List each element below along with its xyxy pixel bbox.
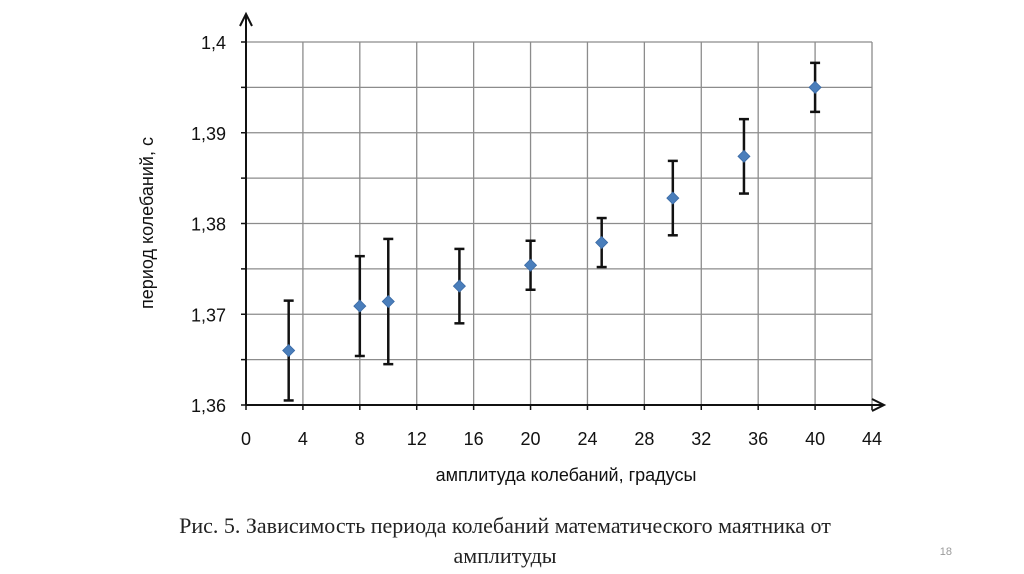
y-tick-label: 1,37 [191, 305, 226, 325]
data-point [353, 299, 367, 313]
y-axis-title: период колебаний, с [137, 137, 157, 309]
y-tick-label: 1,4 [201, 33, 226, 53]
slide-number: 18 [939, 546, 952, 558]
x-tick-label: 0 [241, 429, 251, 449]
figure-caption-line-2: амплитуды [453, 543, 557, 568]
tick-labels: 1,36 1,37 1,38 1,39 1,4 0 4 8 12 16 20 24 28 32 36 40 44 [191, 33, 882, 449]
data-point [737, 149, 751, 163]
y-axis-arrow [239, 11, 253, 27]
x-tick-label: 24 [577, 429, 597, 449]
x-tick-label: 8 [355, 429, 365, 449]
grid [246, 41, 873, 405]
x-tick-label: 36 [748, 429, 768, 449]
y-tick-label: 1,36 [191, 396, 226, 416]
data-point [666, 191, 680, 205]
data-point [452, 279, 466, 293]
data-points [282, 80, 822, 358]
data-point [595, 235, 609, 250]
x-tick-label: 20 [521, 429, 541, 449]
x-tick-label: 32 [691, 429, 711, 449]
x-tick-label: 40 [805, 429, 825, 449]
y-tick-label: 1,38 [191, 215, 226, 235]
data-point [523, 258, 538, 272]
axes [239, 11, 887, 412]
figure-caption-line-1: Рис. 5. Зависимость периода колебаний ма… [179, 513, 831, 538]
x-tick-label: 12 [407, 429, 427, 449]
error-bars [283, 61, 821, 402]
x-axis-title: амплитуда колебаний, градусы [436, 465, 697, 485]
y-tick-label: 1,39 [191, 124, 226, 144]
x-tick-label: 28 [634, 429, 654, 449]
data-point [808, 80, 822, 94]
data-point [381, 294, 395, 309]
x-axis-arrow [871, 398, 887, 412]
x-tick-label: 44 [862, 429, 882, 449]
x-tick-label: 16 [464, 429, 484, 449]
data-point [282, 343, 296, 358]
x-tick-label: 4 [298, 429, 308, 449]
